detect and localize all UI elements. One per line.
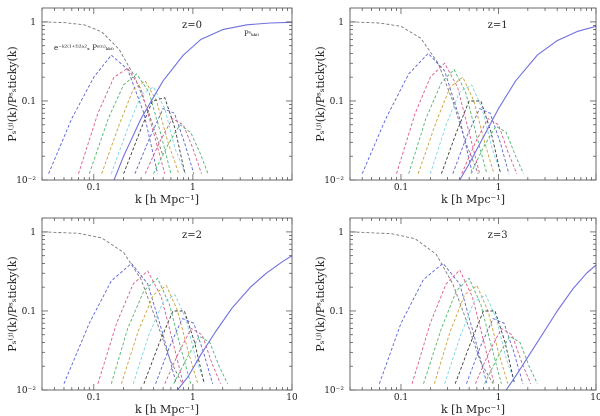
panel-z1: 0.1 1 1 0.1 10⁻² z=1 k [h Mpc⁻¹] Pₛ⁽ʲ⁾(k)/Pˢₛti… <box>314 7 597 206</box>
y-axis-label: Pₛ⁽ʲ⁾(k)/Pˢₛticky(k) <box>6 256 19 351</box>
y-tick-label: 10⁻² <box>324 176 344 186</box>
x-axis-label: k [h Mpc⁻¹] <box>135 193 199 206</box>
sticky-spectrum-line <box>113 21 292 180</box>
filtered-spectrum-line-8 <box>461 118 518 174</box>
x-tick-label: 1 <box>496 183 502 193</box>
y-tick-label: 1 <box>30 18 36 28</box>
filtered-spectrum-line-4 <box>120 285 199 384</box>
panel-label: z=3 <box>488 230 508 241</box>
filtered-spectrum-line-6 <box>143 310 205 384</box>
sticky-spectrum-line <box>177 255 292 390</box>
filtered-spectrum-line-0 <box>351 231 494 384</box>
y-tick-label: 10⁻² <box>324 386 344 396</box>
annotation-filtered: e⁻ᵏ²⁽¹⁺ᶠ⁾²ᵃ²ₓ Pˢ⁽ⁿ⁾ₖₖ₀ <box>54 43 114 52</box>
y-axis-label: Pₛ⁽ʲ⁾(k)/Pˢₛticky(k) <box>314 46 327 141</box>
series-group <box>43 21 292 180</box>
filtered-spectrum-line-9 <box>153 124 209 174</box>
x-tick-label: 10 <box>590 393 600 403</box>
filtered-spectrum-line-4 <box>101 80 180 174</box>
series-group <box>351 21 596 180</box>
y-tick-label: 1 <box>338 18 344 28</box>
y-tick-label: 0.1 <box>330 307 344 317</box>
filtered-spectrum-line-8 <box>474 328 532 384</box>
filtered-spectrum-line-4 <box>433 285 509 384</box>
panel-z2: 0.1 1 10 1 0.1 10⁻² z=2 k [h Mpc⁻¹] Pₛ⁽ʲ⁾(k)/Pˢₛ… <box>6 217 298 416</box>
panel-z0: 0.1 1 1 0.1 10⁻² z=0 e⁻ᵏ²⁽¹⁺ᶠ⁾²ᵃ²ₓ Pˢ⁽ⁿ⁾ₖₖ₀ Pˢₖ… <box>6 7 293 206</box>
filtered-spectrum-line-0 <box>43 231 183 384</box>
plot-frame <box>349 7 597 181</box>
sticky-spectrum-line <box>505 264 596 390</box>
x-tick-label: 0.1 <box>87 183 101 193</box>
y-tick-label: 10⁻² <box>16 176 36 186</box>
panel-label: z=1 <box>488 20 508 31</box>
filtered-spectrum-line-7 <box>155 318 214 384</box>
filtered-spectrum-line-0 <box>43 21 164 157</box>
plot-frame <box>349 217 597 391</box>
x-tick-label: 0.1 <box>394 393 408 403</box>
filtered-spectrum-line-4 <box>417 76 495 174</box>
panel-z3: 0.1 1 10 1 0.1 10⁻² z=3 k [h Mpc⁻¹] Pₛ⁽ʲ⁾(k)/Pˢₛ… <box>314 217 600 416</box>
filtered-spectrum-line-9 <box>173 335 229 384</box>
filtered-spectrum-line-8 <box>164 328 221 384</box>
filtered-spectrum-line-7 <box>134 108 195 174</box>
filtered-spectrum-line-9 <box>470 125 524 174</box>
x-tick-label: 1 <box>190 393 196 403</box>
filtered-spectrum-line-8 <box>144 118 202 174</box>
filtered-spectrum-line-6 <box>454 310 515 384</box>
series-group <box>43 231 292 390</box>
y-axis-label: Pₛ⁽ʲ⁾(k)/Pˢₛticky(k) <box>6 46 19 141</box>
y-tick-label: 0.1 <box>22 307 36 317</box>
filtered-spectrum-line-3 <box>423 277 502 384</box>
filtered-spectrum-line-6 <box>440 100 502 174</box>
x-tick-label: 1 <box>496 393 502 403</box>
filtered-spectrum-line-6 <box>123 97 186 174</box>
filtered-spectrum-line-0 <box>351 21 479 174</box>
filtered-spectrum-line-2 <box>396 62 481 174</box>
plot-frame <box>41 217 293 391</box>
filtered-spectrum-line-1 <box>361 52 473 174</box>
filtered-spectrum-line-5 <box>444 294 516 384</box>
filtered-spectrum-line-3 <box>110 277 192 384</box>
y-tick-label: 1 <box>30 228 36 238</box>
filtered-spectrum-line-5 <box>429 84 502 174</box>
filtered-spectrum-line-2 <box>97 270 184 384</box>
y-tick-label: 0.1 <box>330 97 344 107</box>
filtered-spectrum-line-7 <box>452 108 510 174</box>
x-tick-label: 0.1 <box>87 393 101 403</box>
panel-label: z=0 <box>182 20 202 31</box>
filtered-spectrum-line-2 <box>78 67 166 174</box>
annotation-sticky: Pˢₖₖ₀ <box>244 30 259 38</box>
filtered-spectrum-line-1 <box>48 54 159 174</box>
filtered-spectrum-line-2 <box>411 269 495 384</box>
x-tick-label: 10 <box>286 393 298 403</box>
x-axis-label: k [h Mpc⁻¹] <box>441 403 505 416</box>
filtered-spectrum-line-5 <box>132 294 206 384</box>
y-tick-label: 0.1 <box>22 97 36 107</box>
filtered-spectrum-line-3 <box>408 69 488 174</box>
plot-frame <box>41 7 293 181</box>
x-axis-label: k [h Mpc⁻¹] <box>441 193 505 206</box>
y-tick-label: 10⁻² <box>16 386 36 396</box>
filtered-spectrum-line-3 <box>88 73 172 174</box>
filtered-spectrum-line-7 <box>466 318 524 384</box>
x-tick-label: 0.1 <box>394 183 408 193</box>
filtered-spectrum-line-1 <box>63 262 177 384</box>
y-tick-label: 1 <box>338 228 344 238</box>
x-tick-label: 1 <box>190 183 196 193</box>
sticky-spectrum-line <box>459 25 596 180</box>
series-group <box>351 231 596 390</box>
x-axis-label: k [h Mpc⁻¹] <box>135 403 199 416</box>
panel-label: z=2 <box>182 230 202 241</box>
y-axis-label: Pₛ⁽ʲ⁾(k)/Pˢₛticky(k) <box>314 256 327 351</box>
